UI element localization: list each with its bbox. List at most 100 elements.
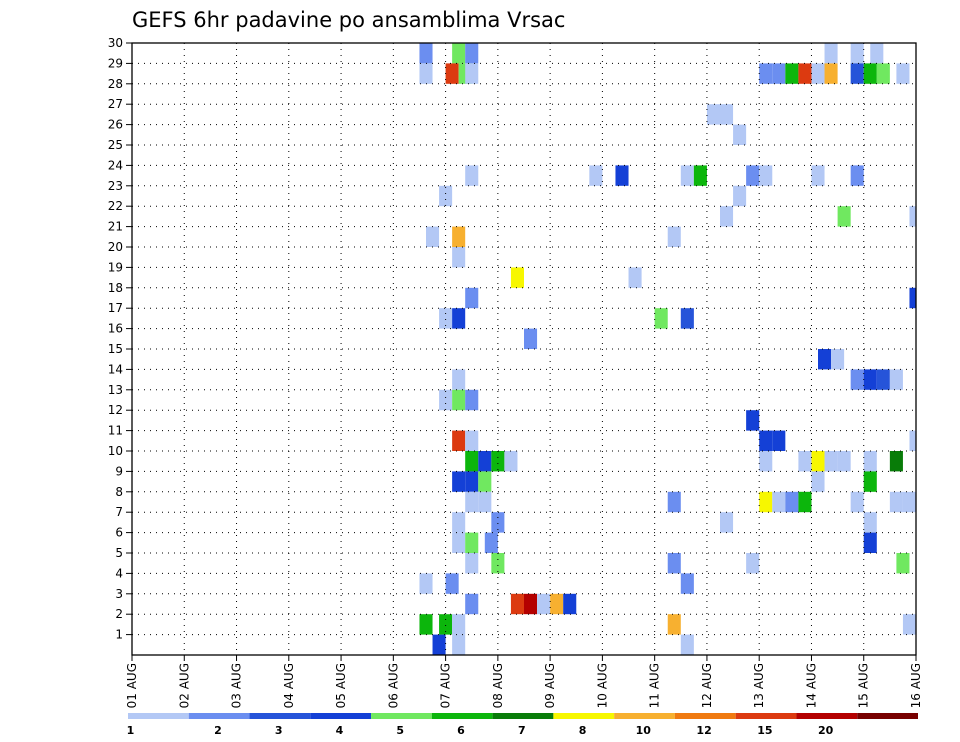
heatmap-cell	[733, 185, 747, 207]
heatmap-cell	[680, 308, 694, 329]
heatmap-cell	[863, 532, 877, 553]
heatmap-cell	[452, 614, 466, 635]
colorbar-swatch	[735, 713, 797, 719]
heatmap-cell	[824, 43, 838, 64]
heatmap-cell	[870, 43, 884, 64]
colorbar-swatch	[371, 713, 432, 719]
heatmap-cell	[824, 63, 838, 84]
y-tick-label: 27	[108, 97, 123, 111]
heatmap-cell	[818, 349, 832, 370]
heatmap-cell	[746, 165, 760, 186]
x-tick-label: 16 AUG	[909, 663, 923, 708]
heatmap-cell	[759, 491, 773, 513]
heatmap-cell	[439, 389, 453, 411]
heatmap-cell	[811, 451, 825, 472]
x-tick-label: 05 AUG	[334, 663, 348, 708]
heatmap-cell	[524, 328, 538, 349]
heatmap-cell	[667, 226, 681, 247]
x-tick-label: 12 AUG	[700, 663, 714, 708]
heatmap-cell	[811, 471, 825, 492]
y-tick-label: 3	[115, 587, 123, 601]
heatmap-cell	[896, 553, 910, 574]
heatmap-cell	[824, 451, 838, 472]
heatmap-cell	[465, 165, 479, 186]
heatmap-cell	[720, 206, 734, 227]
heatmap-cell	[811, 63, 825, 84]
heatmap-cell	[759, 165, 773, 186]
heatmap-cell	[759, 63, 773, 84]
heatmap-cell	[902, 491, 916, 513]
heatmap-cell	[452, 430, 466, 451]
heatmap-cell	[465, 430, 479, 451]
heatmap-cell	[510, 267, 524, 288]
colorbar-label: 8	[579, 724, 587, 737]
y-tick-label: 25	[108, 138, 123, 152]
heatmap-cell	[465, 553, 479, 574]
y-axis: 1234567891011121314151617181920212223242…	[108, 36, 132, 642]
y-tick-label: 15	[108, 342, 123, 356]
colorbar: 1 2 3 4 5 6 7 8 10 12 15 20	[127, 713, 918, 737]
colorbar-label: 2	[214, 724, 222, 737]
x-tick-label: 02 AUG	[177, 663, 191, 708]
heatmap-cell	[831, 349, 845, 370]
heatmap-cell	[798, 491, 812, 513]
colorbar-label: 6	[457, 724, 465, 737]
heatmap-cell	[478, 451, 492, 472]
x-tick-label: 06 AUG	[386, 663, 400, 708]
heatmap-cell	[759, 451, 773, 472]
heatmap-cell	[445, 63, 459, 84]
colorbar-swatch	[614, 713, 675, 719]
y-tick-label: 18	[108, 281, 123, 295]
heatmap-cell	[863, 451, 877, 472]
heatmap-cell	[465, 491, 479, 513]
heatmap-cell	[491, 512, 505, 533]
heatmap-cell	[452, 369, 466, 390]
heatmap-cell	[850, 369, 864, 390]
x-tick-label: 01 AUG	[125, 663, 139, 708]
y-tick-label: 30	[108, 36, 123, 50]
colorbar-label: 10	[636, 724, 652, 737]
heatmap-cell	[889, 369, 903, 390]
y-tick-label: 24	[108, 158, 123, 172]
heatmap-cell	[491, 451, 505, 472]
y-tick-label: 12	[108, 403, 123, 417]
heatmap-cell	[524, 593, 538, 615]
heatmap-cell	[465, 451, 479, 472]
heatmap-cell	[850, 491, 864, 513]
colorbar-label: 1	[127, 724, 135, 737]
heatmap-cell	[465, 63, 479, 84]
heatmap-cell	[419, 43, 433, 64]
heatmap-cell	[452, 512, 466, 533]
heatmap-cell	[863, 63, 877, 84]
heatmap-cell	[439, 308, 453, 329]
y-tick-label: 21	[108, 220, 123, 234]
heatmap-cell	[452, 43, 466, 64]
x-tick-label: 11 AUG	[648, 663, 662, 708]
heatmap-cell	[465, 593, 479, 615]
heatmap-cell	[445, 573, 459, 594]
heatmap-cell	[478, 491, 492, 513]
x-tick-label: 04 AUG	[282, 663, 296, 708]
x-tick-label: 08 AUG	[491, 663, 505, 708]
x-tick-label: 14 AUG	[804, 663, 818, 708]
y-tick-label: 1	[115, 628, 123, 642]
colorbar-swatch	[492, 713, 554, 719]
colorbar-swatch	[553, 713, 615, 719]
heatmap-cell	[876, 63, 890, 84]
heatmap-cell	[811, 165, 825, 186]
heatmap-cell	[654, 308, 668, 329]
heatmap-cell	[628, 267, 642, 288]
heatmap-cell	[693, 165, 707, 186]
y-tick-label: 29	[108, 56, 123, 70]
y-tick-label: 7	[115, 505, 123, 519]
heatmap-cell	[837, 451, 851, 472]
heatmap-cell	[772, 430, 786, 451]
heatmap-cell	[733, 124, 747, 145]
grid-lines	[132, 42, 916, 655]
heatmap-cell	[850, 63, 864, 84]
heatmap-cell	[452, 471, 466, 492]
heatmap-cell	[563, 593, 577, 615]
colorbar-swatch	[128, 713, 189, 719]
x-tick-label: 13 AUG	[752, 663, 766, 708]
